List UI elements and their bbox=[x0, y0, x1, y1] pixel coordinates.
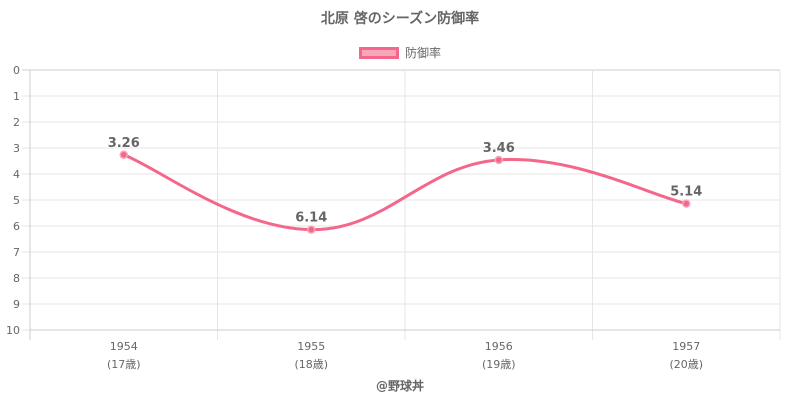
y-tick-label: 5 bbox=[13, 194, 20, 207]
watermark: @野球丼 bbox=[375, 379, 424, 393]
y-tick-label: 1 bbox=[13, 90, 20, 103]
y-tick-label: 2 bbox=[13, 116, 20, 129]
y-tick-label: 3 bbox=[13, 142, 20, 155]
x-tick-sublabel: (18歳) bbox=[294, 358, 328, 371]
series-line bbox=[123, 153, 687, 232]
data-point[interactable] bbox=[682, 199, 691, 208]
y-tick-label: 4 bbox=[13, 168, 20, 181]
x-tick-sublabel: (19歳) bbox=[482, 358, 516, 371]
legend[interactable]: 防御率 bbox=[0, 44, 800, 61]
y-tick-label: 6 bbox=[13, 220, 20, 233]
data-point[interactable] bbox=[119, 150, 128, 160]
x-tick-label: 1957 bbox=[672, 340, 700, 353]
legend-label: 防御率 bbox=[404, 46, 441, 60]
y-tick-label: 9 bbox=[13, 298, 20, 311]
chart-title: 北原 啓のシーズン防御率 bbox=[320, 11, 480, 27]
legend-swatch bbox=[358, 46, 399, 59]
x-tick-sublabel: (17歳) bbox=[107, 358, 141, 371]
data-label: 5.14 bbox=[670, 185, 702, 200]
y-tick-label: 7 bbox=[13, 246, 20, 259]
data-label: 3.26 bbox=[108, 136, 140, 151]
x-tick-label: 1954 bbox=[110, 340, 138, 353]
y-tick-label: 0 bbox=[13, 64, 20, 77]
y-tick-label: 8 bbox=[13, 272, 20, 285]
x-tick-label: 1956 bbox=[485, 340, 513, 353]
data-label: 3.46 bbox=[483, 141, 515, 156]
x-tick-label: 1955 bbox=[297, 340, 325, 353]
x-tick-sublabel: (20歳) bbox=[669, 358, 703, 371]
data-label: 6.14 bbox=[295, 211, 327, 226]
y-tick-label: 10 bbox=[6, 324, 20, 337]
data-point[interactable] bbox=[494, 155, 503, 165]
data-point[interactable] bbox=[307, 225, 316, 234]
